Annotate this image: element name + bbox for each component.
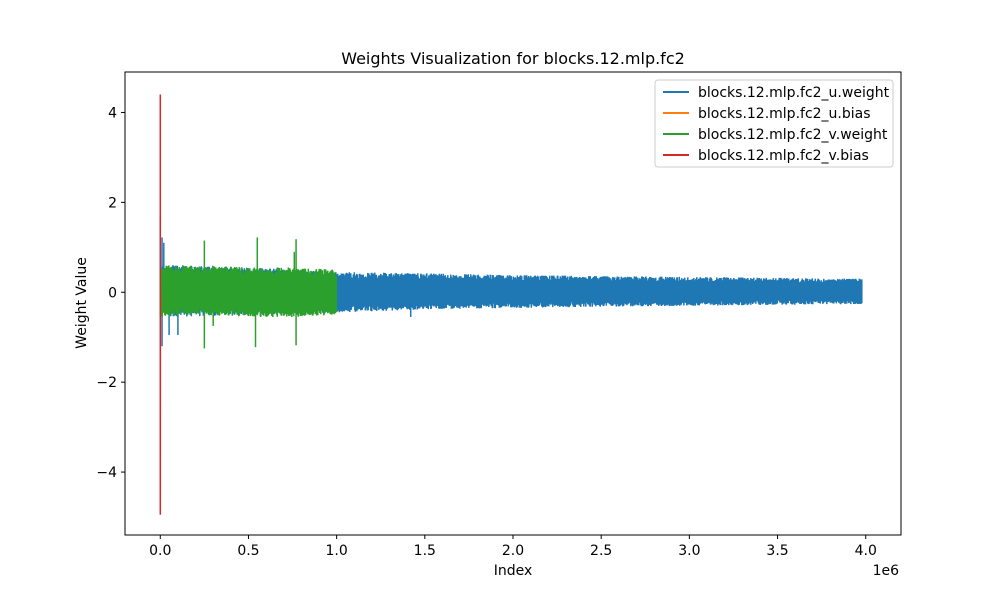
- legend-label: blocks.12.mlp.fc2_u.bias: [698, 106, 871, 122]
- y-axis: 4 2 0 −2 −4: [96, 105, 125, 481]
- x-tick-label: 0.5: [237, 543, 259, 559]
- series-line: [159, 265, 338, 318]
- x-tick-label: 1.0: [326, 543, 348, 559]
- legend-label: blocks.12.mlp.fc2_v.weight: [698, 127, 888, 143]
- x-axis-label: Index: [494, 563, 533, 579]
- x-tick-label: 2.0: [502, 543, 524, 559]
- y-tick-label: 4: [108, 105, 117, 121]
- x-axis: 0.0 0.5 1.0 1.5 2.0 2.5 3.0 3.5 4.0: [149, 535, 877, 559]
- x-tick-label: 2.5: [590, 543, 612, 559]
- y-axis-label: Weight Value: [74, 257, 90, 349]
- chart-title: Weights Visualization for blocks.12.mlp.…: [341, 49, 685, 68]
- x-tick-label: 1.5: [414, 543, 436, 559]
- legend-label: blocks.12.mlp.fc2_u.weight: [698, 85, 890, 101]
- x-tick-label: 3.5: [766, 543, 788, 559]
- y-tick-label: −2: [96, 375, 117, 391]
- plot-area: [159, 94, 863, 515]
- x-axis-offset-label: 1e6: [873, 563, 900, 579]
- legend: blocks.12.mlp.fc2_u.weight blocks.12.mlp.…: [654, 79, 894, 168]
- legend-label: blocks.12.mlp.fc2_v.bias: [698, 148, 869, 164]
- y-tick-label: 0: [108, 285, 117, 301]
- x-tick-label: 3.0: [678, 543, 700, 559]
- legend-box: [654, 79, 894, 168]
- x-tick-label: 0.0: [149, 543, 171, 559]
- y-tick-label: 2: [108, 195, 117, 211]
- y-tick-label: −4: [96, 465, 117, 481]
- x-tick-label: 4.0: [855, 543, 877, 559]
